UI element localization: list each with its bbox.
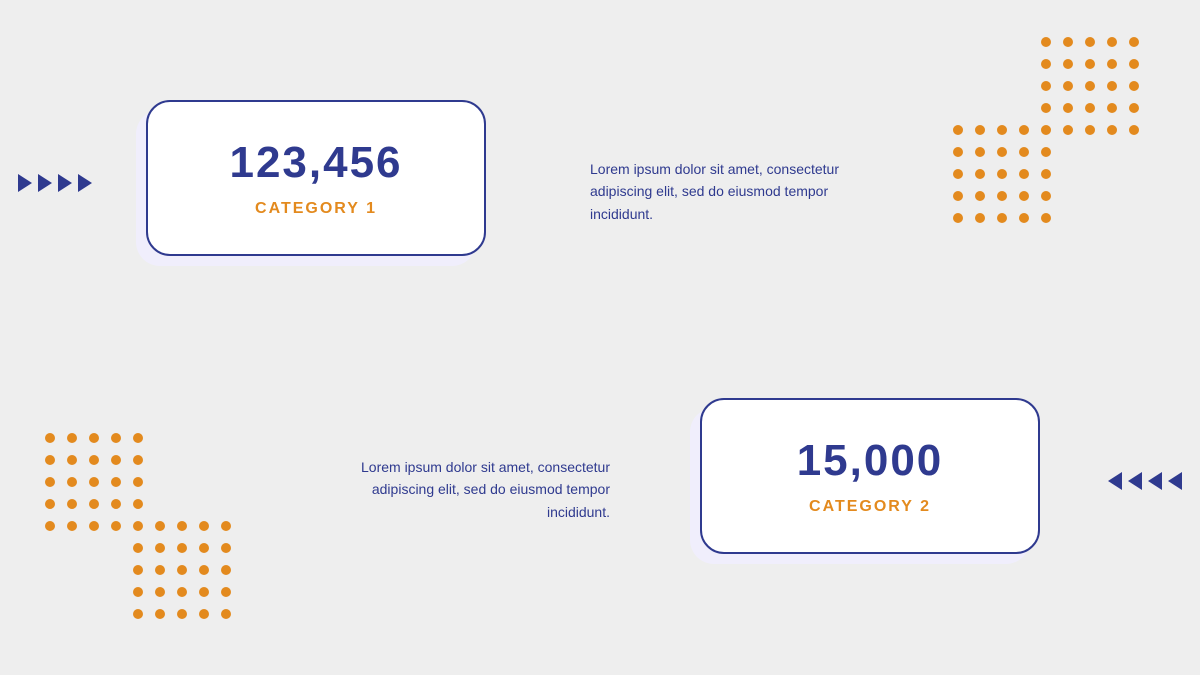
triangle-right-icon (58, 174, 72, 192)
dot-cluster-bottom-left (32, 430, 272, 655)
stat-number: 15,000 (742, 436, 998, 486)
card-body: 123,456 CATEGORY 1 (146, 100, 486, 256)
card-body: 15,000 CATEGORY 2 (700, 398, 1040, 554)
stat-desc-2: Lorem ipsum dolor sit amet, consectetur … (350, 456, 610, 523)
arrows-right (1108, 472, 1182, 490)
stat-label: CATEGORY 1 (188, 200, 444, 218)
stat-card-1: 123,456 CATEGORY 1 (146, 100, 486, 256)
stat-desc-1: Lorem ipsum dolor sit amet, consectetur … (590, 158, 850, 225)
triangle-left-icon (1148, 472, 1162, 490)
triangle-left-icon (1168, 472, 1182, 490)
triangle-left-icon (1108, 472, 1122, 490)
stat-number: 123,456 (188, 138, 444, 188)
triangle-right-icon (18, 174, 32, 192)
dot-cluster-top-right (940, 34, 1180, 239)
triangle-left-icon (1128, 472, 1142, 490)
stat-card-2: 15,000 CATEGORY 2 (700, 398, 1040, 554)
triangle-right-icon (38, 174, 52, 192)
stat-label: CATEGORY 2 (742, 498, 998, 516)
triangle-right-icon (78, 174, 92, 192)
arrows-left (18, 174, 92, 192)
